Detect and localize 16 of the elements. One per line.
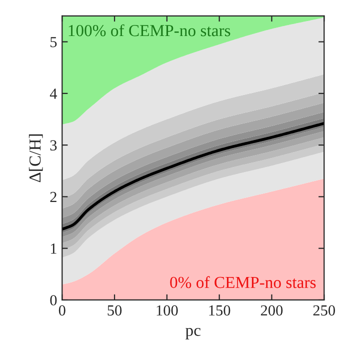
x-tick-label: 200: [260, 305, 283, 316]
annotation: 0% of CEMP-no stars: [170, 276, 316, 288]
annotation: 100% of CEMP-no stars: [68, 24, 230, 36]
y-tick-label: 4: [50, 88, 58, 99]
y-tick-label: 1: [50, 244, 56, 254]
x-tick-label: 50: [108, 305, 122, 316]
y-axis-title: Δ[C/H]: [28, 134, 43, 182]
x-tick-label: 250: [313, 305, 335, 316]
x-tick-label: 100: [156, 305, 178, 316]
y-tick-label: 5: [50, 37, 57, 48]
y-tick-label: 0: [50, 295, 57, 306]
x-axis-title: pc: [186, 328, 200, 340]
x-tick-label: 0: [58, 305, 66, 316]
y-tick-label: 2: [50, 192, 56, 202]
x-tick-label: 150: [209, 305, 230, 316]
y-tick-label: 3: [50, 140, 57, 151]
